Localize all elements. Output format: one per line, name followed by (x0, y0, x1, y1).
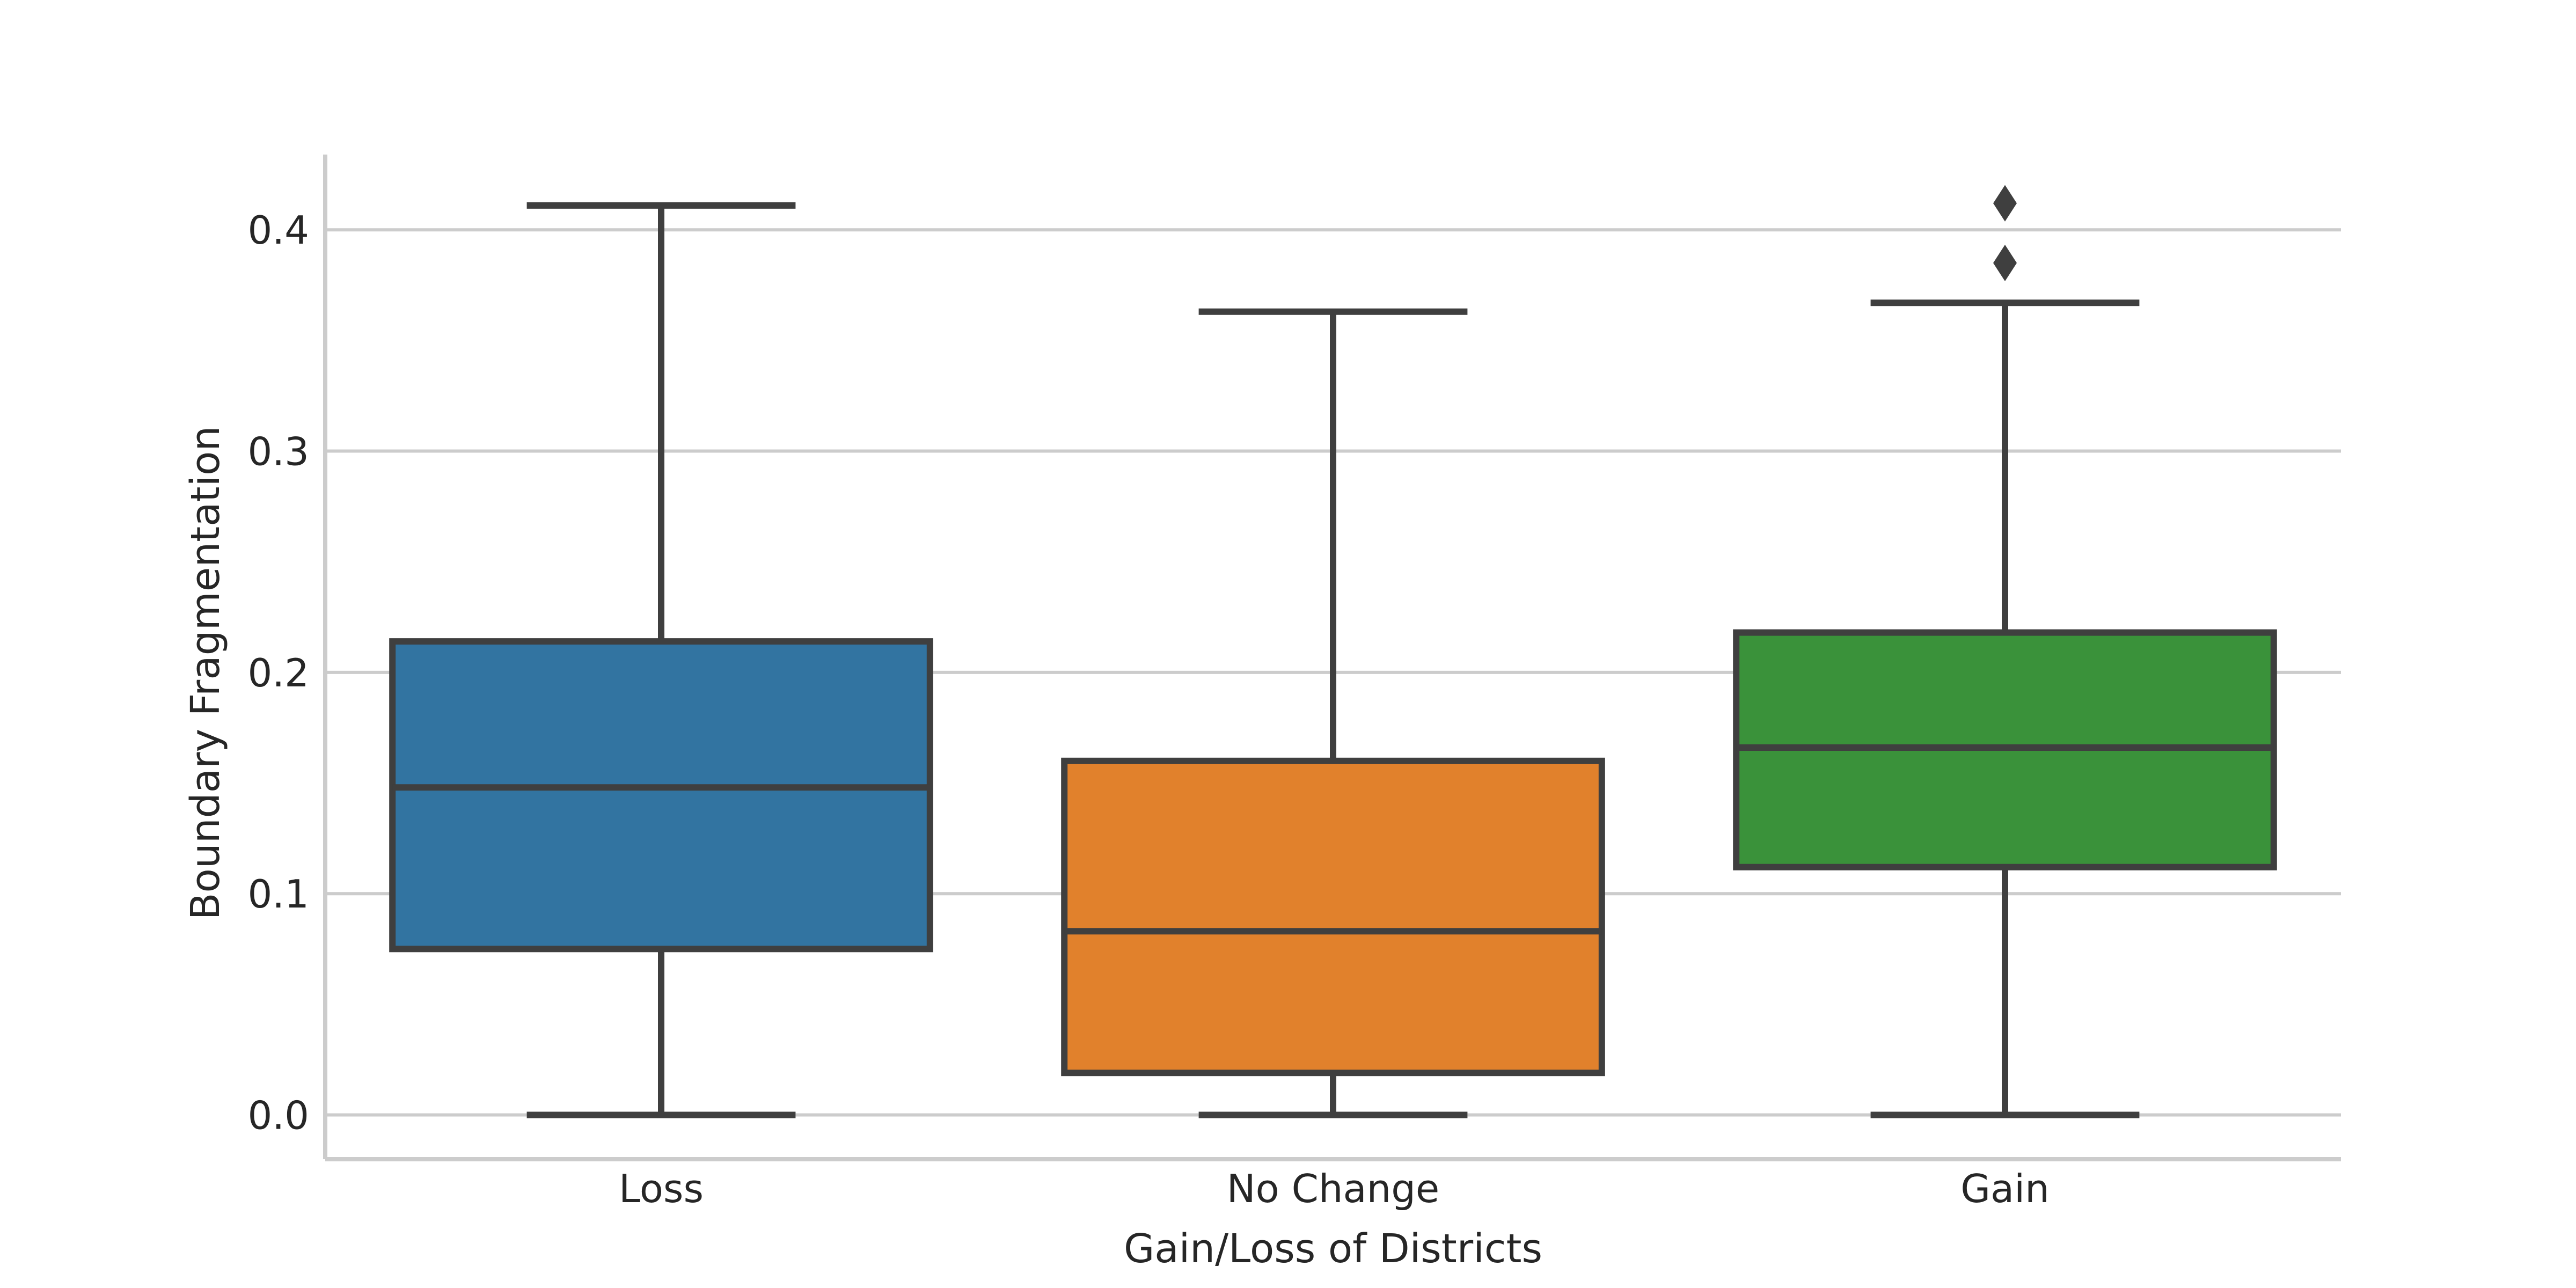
box-group-2 (1733, 185, 2277, 1118)
iqr-box (389, 638, 933, 953)
y-tick-label: 0.2 (247, 650, 309, 696)
axis-spines (323, 155, 2341, 1161)
x-category-label: Gain (1960, 1166, 2050, 1211)
x-category-labels: Loss No Change Gain (619, 1166, 2050, 1211)
iqr-box (1061, 757, 1605, 1077)
box-group-1 (1061, 308, 1605, 1118)
y-tick-label: 0.0 (247, 1093, 309, 1138)
y-tick-label: 0.4 (247, 208, 309, 253)
x-category-label: Loss (619, 1166, 704, 1211)
y-tick-labels: 0.0 0.1 0.2 0.3 0.4 (247, 208, 309, 1138)
y-axis-label: Boundary Fragmentation (182, 426, 229, 920)
outlier-point (1993, 245, 2017, 282)
y-tick-label: 0.3 (247, 429, 309, 474)
y-tick-label: 0.1 (247, 872, 309, 917)
x-axis-label: Gain/Loss of Districts (1124, 1226, 1542, 1272)
x-category-label: No Change (1227, 1166, 1439, 1211)
outlier-point (1993, 185, 2017, 222)
box-group-0 (389, 202, 933, 1118)
box-series (389, 185, 2277, 1118)
